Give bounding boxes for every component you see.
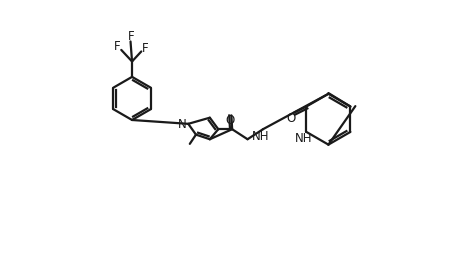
Text: F: F xyxy=(142,42,148,55)
Text: NH: NH xyxy=(252,130,270,143)
Text: O: O xyxy=(225,114,235,127)
Text: F: F xyxy=(114,40,121,53)
Text: F: F xyxy=(128,30,134,42)
Text: NH: NH xyxy=(295,132,312,145)
Text: N: N xyxy=(178,118,187,131)
Text: O: O xyxy=(286,112,296,124)
